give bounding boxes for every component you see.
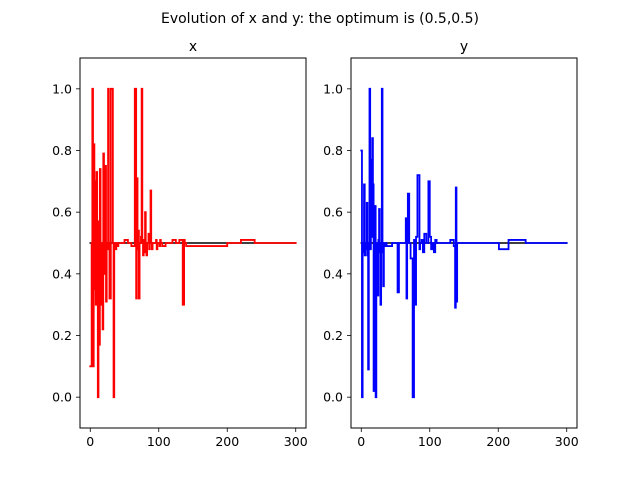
x-tick-label: 100 [418,434,442,449]
axes-frame [79,57,307,429]
figure-suptitle: Evolution of x and y: the optimum is (0.… [161,11,479,27]
y-tick-label: 1.0 [323,81,343,96]
y-tick-label: 0.6 [52,205,72,220]
x-tick-label: 0 [357,434,365,449]
y-tick-label: 0.4 [323,266,343,281]
y-tick-label: 1.0 [52,81,72,96]
series-group [89,87,297,399]
y-tick-label: 0.6 [323,205,343,220]
y-tick-label: 0.0 [52,390,72,405]
y-tick-label: 0.2 [52,328,72,343]
x-tick-label: 200 [486,434,510,449]
y-tick-label: 0.0 [323,390,343,405]
axes-frame [350,57,578,429]
series-line-1 [360,87,568,399]
x-tick-label: 300 [555,434,579,449]
y-tick-label: 0.8 [52,143,72,158]
subplots: x 0 100 200 300 0.0 0.2 0.4 0.6 0.8 1.0 y 0 100 200 300… [52,39,579,449]
x-tick-label: 200 [215,434,239,449]
subplot-y: y 0 100 200 300 0.0 0.2 0.4 0.6 0.8 1.0 [323,39,579,449]
x-tick-label: 300 [284,434,308,449]
series-group [360,87,568,399]
y-tick-label: 0.8 [323,143,343,158]
subplot-x: x 0 100 200 300 0.0 0.2 0.4 0.6 0.8 1.0 [52,39,308,449]
subplot-title: y [460,39,468,55]
x-tick-label: 0 [86,434,94,449]
x-tick-label: 100 [147,434,171,449]
y-tick-label: 0.2 [323,328,343,343]
subplot-title: x [189,39,197,55]
series-line-1 [89,87,297,399]
y-tick-label: 0.4 [52,266,72,281]
